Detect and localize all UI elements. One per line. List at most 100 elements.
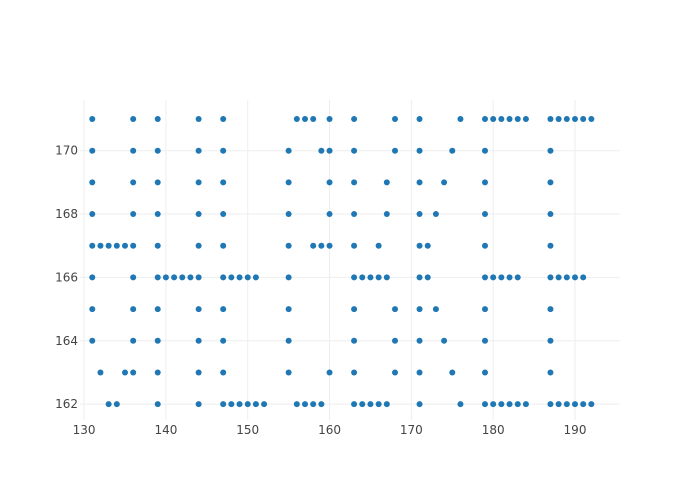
data-point [220, 179, 227, 186]
data-point [89, 179, 96, 186]
data-point [89, 242, 96, 249]
data-point [392, 116, 398, 123]
data-point [326, 211, 333, 218]
data-point [154, 369, 161, 376]
data-point [326, 116, 333, 123]
data-point [318, 242, 325, 249]
data-point [580, 116, 587, 123]
data-point [375, 274, 382, 281]
data-point [375, 401, 382, 408]
data-point [130, 211, 137, 218]
y-tick-label-170: 170 [55, 144, 78, 158]
x-tick-label-170: 170 [400, 423, 423, 437]
data-point [154, 211, 161, 218]
data-point [310, 116, 317, 123]
data-point [89, 147, 96, 154]
data-point [122, 369, 128, 376]
data-point [572, 274, 578, 281]
data-point [482, 211, 488, 218]
data-point [244, 274, 251, 281]
data-point [195, 242, 202, 249]
data-point [547, 116, 554, 123]
data-point [555, 401, 562, 408]
data-point [220, 211, 227, 218]
data-point [285, 337, 292, 344]
data-point [432, 211, 439, 218]
data-point [326, 147, 333, 154]
data-point [130, 179, 137, 186]
data-point [122, 242, 128, 249]
data-point [383, 401, 390, 408]
data-point [572, 401, 578, 408]
data-point [547, 401, 554, 408]
data-point [490, 116, 497, 123]
data-point [522, 116, 529, 123]
data-point [154, 306, 161, 313]
data-point [514, 274, 521, 281]
data-point [482, 274, 488, 281]
data-point [563, 116, 570, 123]
data-point [236, 401, 243, 408]
data-point [89, 211, 96, 218]
data-point [195, 369, 202, 376]
data-point [416, 306, 423, 313]
data-point [130, 306, 137, 313]
data-point [154, 401, 161, 408]
data-point [351, 274, 358, 281]
data-point [302, 116, 308, 123]
data-point [285, 147, 292, 154]
data-point [171, 274, 178, 281]
data-point [416, 274, 423, 281]
data-point [482, 337, 488, 344]
data-point [359, 274, 366, 281]
x-tick-label-180: 180 [482, 423, 505, 437]
data-point [130, 274, 137, 281]
data-point [416, 369, 423, 376]
data-point [367, 274, 374, 281]
data-point [506, 401, 513, 408]
data-point [432, 306, 439, 313]
data-point [555, 274, 562, 281]
data-point [416, 401, 423, 408]
data-point [130, 337, 137, 344]
data-point [154, 116, 161, 123]
data-point [392, 147, 398, 154]
data-point [482, 369, 488, 376]
data-point [195, 274, 202, 281]
data-point [547, 242, 554, 249]
data-point [130, 242, 137, 249]
data-point [441, 337, 448, 344]
data-point [498, 116, 505, 123]
data-point [285, 179, 292, 186]
data-point [547, 369, 554, 376]
data-point [416, 242, 423, 249]
x-tick-label-150: 150 [236, 423, 259, 437]
data-point [228, 274, 235, 281]
data-point [563, 274, 570, 281]
data-point [220, 401, 227, 408]
data-point [351, 211, 358, 218]
data-point [383, 179, 390, 186]
data-point [351, 337, 358, 344]
data-point [89, 306, 96, 313]
data-point [252, 401, 259, 408]
data-point [547, 147, 554, 154]
data-point [383, 274, 390, 281]
data-point [588, 116, 595, 123]
data-point [179, 274, 186, 281]
data-point [498, 401, 505, 408]
data-point [490, 401, 497, 408]
y-tick-labels: 162 164 166 168 170 [55, 144, 78, 411]
data-point [326, 179, 333, 186]
data-point [154, 147, 161, 154]
data-point [424, 274, 431, 281]
data-point [351, 147, 358, 154]
data-point [154, 242, 161, 249]
y-tick-label-164: 164 [55, 334, 78, 348]
data-point [220, 147, 227, 154]
data-point [351, 116, 358, 123]
data-point [195, 147, 202, 154]
data-point [367, 401, 374, 408]
data-point [482, 116, 488, 123]
